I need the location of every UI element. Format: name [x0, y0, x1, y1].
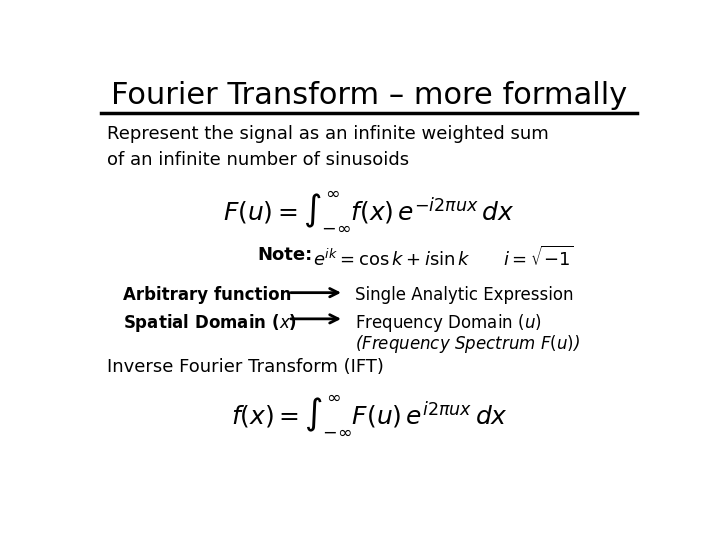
Text: $F(u)=\int_{-\infty}^{\infty} f(x)\,e^{-i2\pi ux}\,dx$: $F(u)=\int_{-\infty}^{\infty} f(x)\,e^{-…	[223, 190, 515, 233]
Text: Single Analytic Expression: Single Analytic Expression	[355, 286, 574, 304]
Text: Represent the signal as an infinite weighted sum
of an infinite number of sinuso: Represent the signal as an infinite weig…	[107, 125, 549, 170]
Text: Arbitrary function: Arbitrary function	[124, 286, 292, 304]
Text: Note:: Note:	[258, 246, 312, 264]
Text: $e^{ik} = \cos k + i\sin k \qquad i = \sqrt{-1}$: $e^{ik} = \cos k + i\sin k \qquad i = \s…	[313, 246, 574, 270]
Text: Frequency Domain ($u$): Frequency Domain ($u$)	[355, 312, 541, 334]
Text: Fourier Transform – more formally: Fourier Transform – more formally	[111, 82, 627, 111]
Text: Inverse Fourier Transform (IFT): Inverse Fourier Transform (IFT)	[107, 358, 384, 376]
Text: (Frequency Spectrum $F(u)$): (Frequency Spectrum $F(u)$)	[355, 333, 580, 355]
Text: Spatial Domain ($x$): Spatial Domain ($x$)	[124, 312, 297, 334]
Text: $f(x)=\int_{-\infty}^{\infty} F(u)\,e^{i2\pi ux}\,dx$: $f(x)=\int_{-\infty}^{\infty} F(u)\,e^{i…	[230, 393, 508, 437]
